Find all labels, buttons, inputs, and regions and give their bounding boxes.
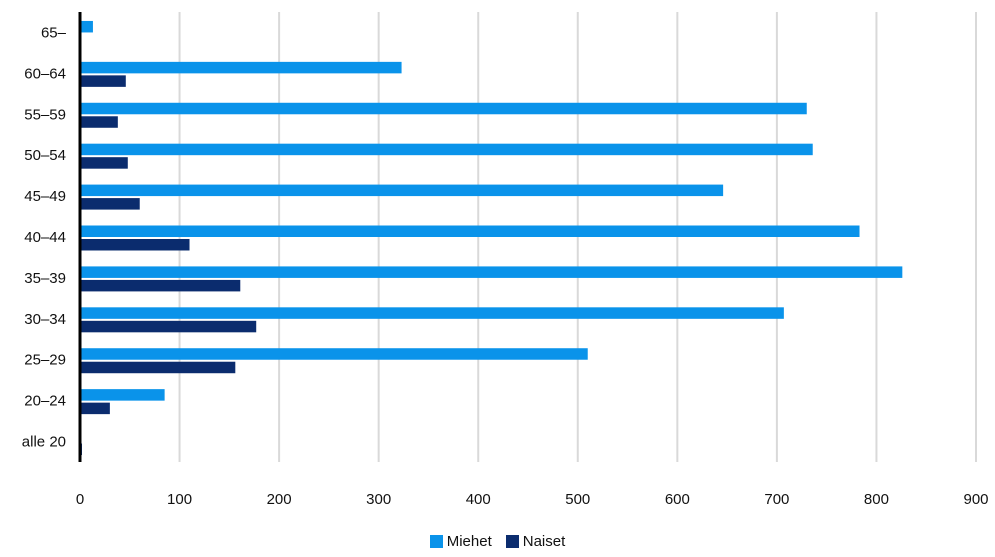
legend-item-naiset: Naiset [505, 533, 566, 550]
x-tick-label: 200 [267, 491, 292, 508]
bar-naiset [80, 361, 236, 374]
legend-label-naiset: Naiset [522, 533, 566, 550]
category-label: 25–29 [24, 352, 66, 369]
category-label: 30–34 [24, 311, 66, 328]
bar-miehet [80, 102, 807, 115]
legend-item-miehet: Miehet [429, 533, 492, 550]
legend: Miehet Naiset [0, 533, 995, 550]
bar-miehet [80, 389, 165, 401]
x-tick-label: 100 [167, 491, 192, 508]
category-label: 60–64 [24, 65, 66, 82]
category-label: 40–44 [24, 229, 66, 246]
category-label: 35–39 [24, 270, 66, 287]
x-tick-labels: 0 100 200 300 400 500 600 700 800 900 [76, 491, 989, 508]
category-labels: alle 20 20–24 25–29 30–34 35–39 40–44 45–49 50–… [22, 24, 67, 450]
legend-swatch-miehet [429, 535, 443, 548]
bar-miehet [80, 307, 784, 319]
bar-naiset [80, 402, 110, 415]
category-label: alle 20 [22, 434, 66, 451]
bar-miehet [80, 20, 93, 33]
category-label: 45–49 [24, 188, 66, 205]
x-tick-label: 900 [963, 491, 988, 508]
category-label: 50–54 [24, 147, 66, 164]
bar-miehet [80, 61, 402, 74]
bar-miehet [80, 184, 724, 197]
bar-miehet [80, 143, 813, 156]
bar-naiset [80, 320, 257, 333]
bars [80, 20, 903, 456]
x-tick-label: 400 [466, 491, 491, 508]
bar-naiset [80, 198, 140, 210]
bar-miehet [80, 225, 860, 237]
legend-swatch-naiset [505, 535, 519, 548]
x-tick-label: 300 [366, 491, 391, 508]
bar-miehet [80, 348, 588, 360]
bar-naiset [80, 157, 128, 169]
x-tick-label: 600 [665, 491, 690, 508]
x-tick-label: 500 [565, 491, 590, 508]
x-tick-label: 700 [764, 491, 789, 508]
bar-miehet [80, 266, 903, 278]
legend-label-miehet: Miehet [446, 533, 492, 550]
category-label: 55–59 [24, 106, 66, 123]
x-tick-label: 0 [76, 491, 84, 508]
bar-naiset [80, 239, 190, 251]
bar-naiset [80, 116, 118, 128]
x-tick-label: 800 [864, 491, 889, 508]
bar-naiset [80, 75, 126, 87]
bar-naiset [80, 279, 241, 292]
category-label: 65– [41, 24, 67, 41]
category-label: 20–24 [24, 393, 66, 410]
